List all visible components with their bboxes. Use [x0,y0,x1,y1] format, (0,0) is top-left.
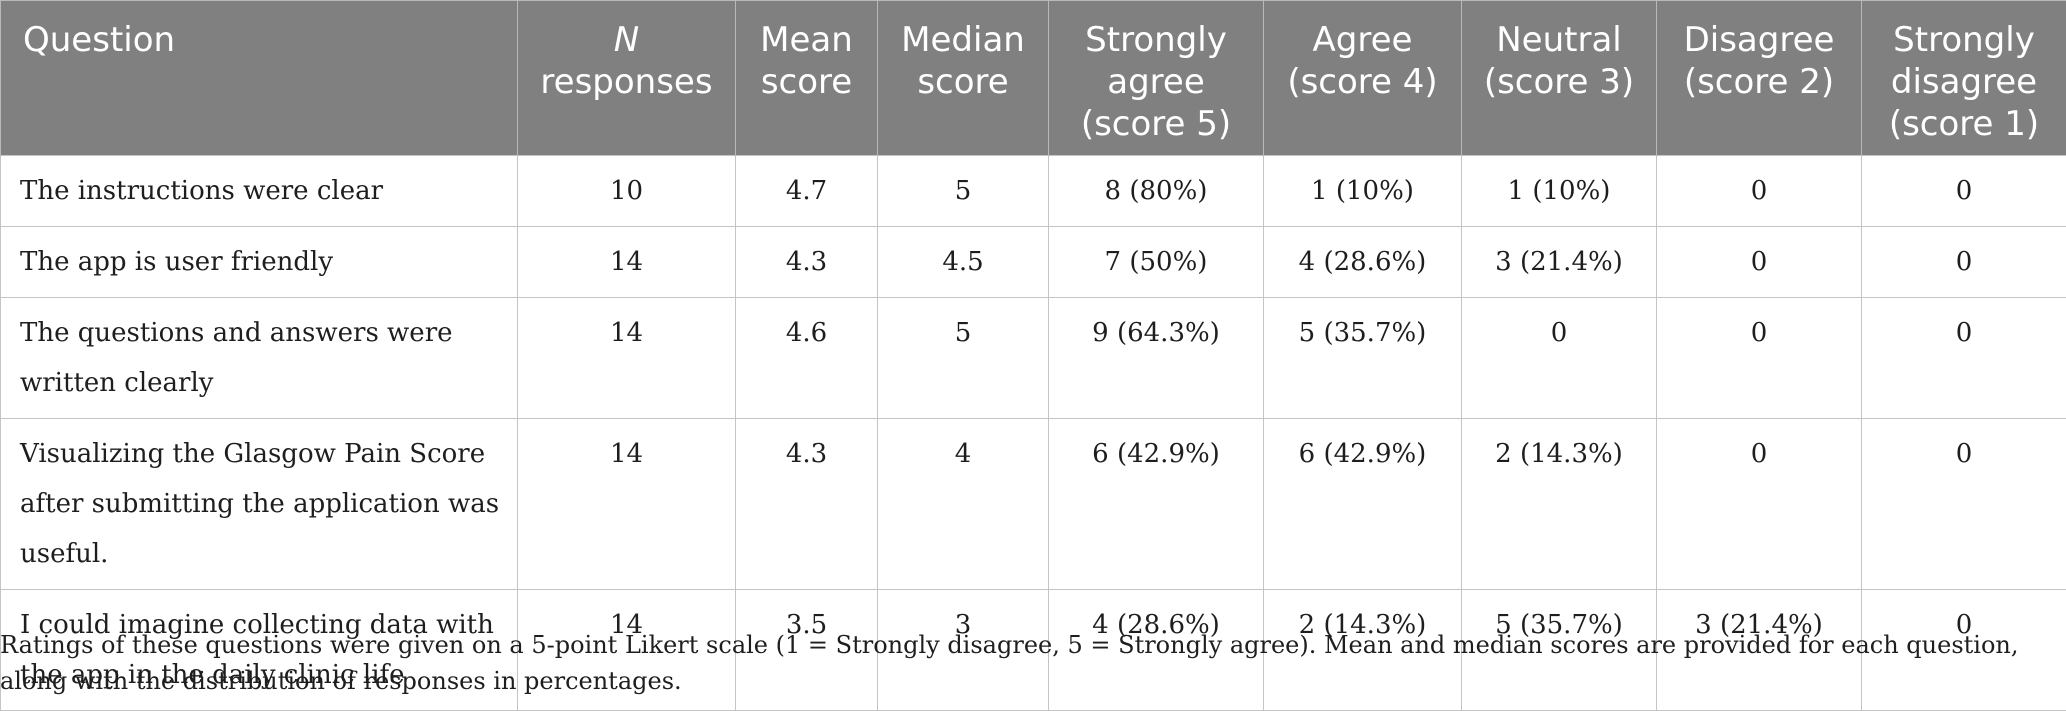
cell-strongly-disagree: 0 [1862,227,2066,298]
cell-agree: 1 (10%) [1264,156,1462,227]
cell-neutral: 0 [1462,298,1657,419]
cell-disagree: 0 [1657,419,1862,590]
cell-n-responses: 14 [518,419,736,590]
cell-mean: 4.7 [736,156,878,227]
cell-strongly-agree: 9 (64.3%) [1049,298,1264,419]
header-median-score: Median score [878,1,1049,156]
cell-median: 4 [878,419,1049,590]
cell-mean: 4.3 [736,227,878,298]
header-disagree: Disagree (score 2) [1657,1,1862,156]
cell-agree: 6 (42.9%) [1264,419,1462,590]
header-strongly-agree: Strongly agree (score 5) [1049,1,1264,156]
cell-n-responses: 10 [518,156,736,227]
header-n-italic: N [614,20,639,60]
cell-strongly-disagree: 0 [1862,298,2066,419]
cell-median: 5 [878,156,1049,227]
cell-strongly-disagree: 0 [1862,156,2066,227]
cell-neutral: 3 (21.4%) [1462,227,1657,298]
cell-question: Visualizing the Glasgow Pain Score after… [1,419,518,590]
header-question: Question [1,1,518,156]
cell-n-responses: 14 [518,227,736,298]
cell-median: 5 [878,298,1049,419]
cell-question: The app is user friendly [1,227,518,298]
cell-strongly-agree: 8 (80%) [1049,156,1264,227]
cell-neutral: 2 (14.3%) [1462,419,1657,590]
header-mean-score: Mean score [736,1,878,156]
header-neutral: Neutral (score 3) [1462,1,1657,156]
cell-question: The instructions were clear [1,156,518,227]
header-agree: Agree (score 4) [1264,1,1462,156]
cell-mean: 4.6 [736,298,878,419]
cell-question: The questions and answers were written c… [1,298,518,419]
table-row: The questions and answers were written c… [1,298,2066,419]
cell-neutral: 1 (10%) [1462,156,1657,227]
table-row: The instructions were clear 10 4.7 5 8 (… [1,156,2066,227]
table-footnote: Ratings of these questions were given on… [0,627,2060,699]
cell-strongly-agree: 7 (50%) [1049,227,1264,298]
cell-disagree: 0 [1657,227,1862,298]
cell-n-responses: 14 [518,298,736,419]
header-strongly-disagree: Strongly disagree (score 1) [1862,1,2066,156]
cell-disagree: 0 [1657,298,1862,419]
cell-median: 4.5 [878,227,1049,298]
cell-agree: 4 (28.6%) [1264,227,1462,298]
cell-strongly-disagree: 0 [1862,419,2066,590]
cell-disagree: 0 [1657,156,1862,227]
cell-strongly-agree: 6 (42.9%) [1049,419,1264,590]
table-row: Visualizing the Glasgow Pain Score after… [1,419,2066,590]
cell-agree: 5 (35.7%) [1264,298,1462,419]
table-row: The app is user friendly 14 4.3 4.5 7 (5… [1,227,2066,298]
cell-mean: 4.3 [736,419,878,590]
header-n-suffix: responses [540,62,712,102]
